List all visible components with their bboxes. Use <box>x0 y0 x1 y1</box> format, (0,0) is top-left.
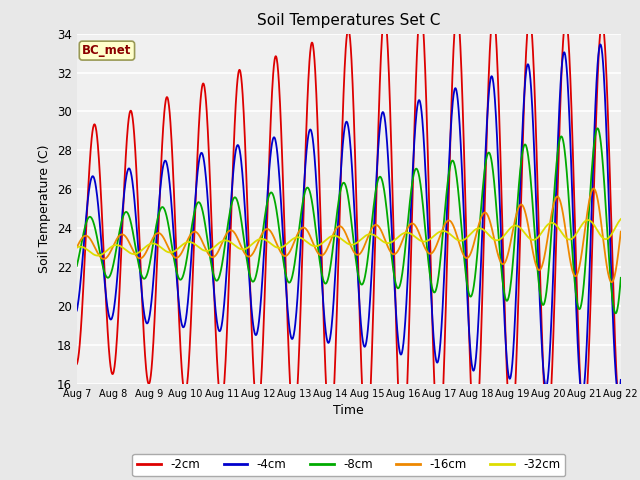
-32cm <box>383 240 390 246</box>
Line: -32cm: -32cm <box>77 219 621 255</box>
-2cm <box>383 23 390 29</box>
-8cm <box>315 252 323 258</box>
Title: Soil Temperatures Set C: Soil Temperatures Set C <box>257 13 440 28</box>
-2cm <box>115 300 123 306</box>
-32cm <box>325 235 333 240</box>
Line: -4cm: -4cm <box>77 45 621 395</box>
Y-axis label: Soil Temperature (C): Soil Temperature (C) <box>38 144 51 273</box>
-8cm <box>73 263 81 269</box>
-2cm <box>399 449 406 455</box>
-8cm <box>383 204 390 210</box>
X-axis label: Time: Time <box>333 405 364 418</box>
-16cm <box>608 279 616 285</box>
-32cm <box>94 252 102 258</box>
-8cm <box>325 274 333 279</box>
-4cm <box>596 42 604 48</box>
-4cm <box>617 377 625 383</box>
-4cm <box>383 131 390 136</box>
-2cm <box>325 423 333 429</box>
-32cm <box>73 245 81 251</box>
-16cm <box>304 228 312 234</box>
-4cm <box>115 254 123 260</box>
Text: BC_met: BC_met <box>82 44 132 57</box>
-4cm <box>325 340 333 346</box>
-2cm <box>304 93 312 99</box>
-2cm <box>137 273 145 279</box>
-16cm <box>617 229 625 235</box>
-2cm <box>617 409 625 415</box>
-8cm <box>137 271 145 276</box>
-8cm <box>617 275 625 281</box>
-2cm <box>73 361 81 367</box>
-4cm <box>137 281 145 287</box>
Legend: -2cm, -4cm, -8cm, -16cm, -32cm: -2cm, -4cm, -8cm, -16cm, -32cm <box>132 454 565 476</box>
-8cm <box>594 125 602 131</box>
-4cm <box>73 308 81 313</box>
-16cm <box>315 251 323 257</box>
-16cm <box>115 233 123 239</box>
-16cm <box>589 186 597 192</box>
-8cm <box>115 232 123 238</box>
Line: -2cm: -2cm <box>77 8 621 452</box>
-4cm <box>315 224 323 229</box>
Line: -16cm: -16cm <box>77 189 621 282</box>
-4cm <box>579 392 586 398</box>
-32cm <box>617 216 625 222</box>
-2cm <box>315 161 323 167</box>
-16cm <box>325 242 333 248</box>
-32cm <box>115 243 123 249</box>
-32cm <box>316 242 323 248</box>
-16cm <box>137 255 145 261</box>
-16cm <box>383 240 390 246</box>
-32cm <box>138 248 145 253</box>
-16cm <box>73 244 81 250</box>
-8cm <box>304 185 312 191</box>
-8cm <box>612 311 620 316</box>
-32cm <box>304 240 312 246</box>
-2cm <box>417 5 425 11</box>
Line: -8cm: -8cm <box>77 128 621 313</box>
-4cm <box>304 138 312 144</box>
